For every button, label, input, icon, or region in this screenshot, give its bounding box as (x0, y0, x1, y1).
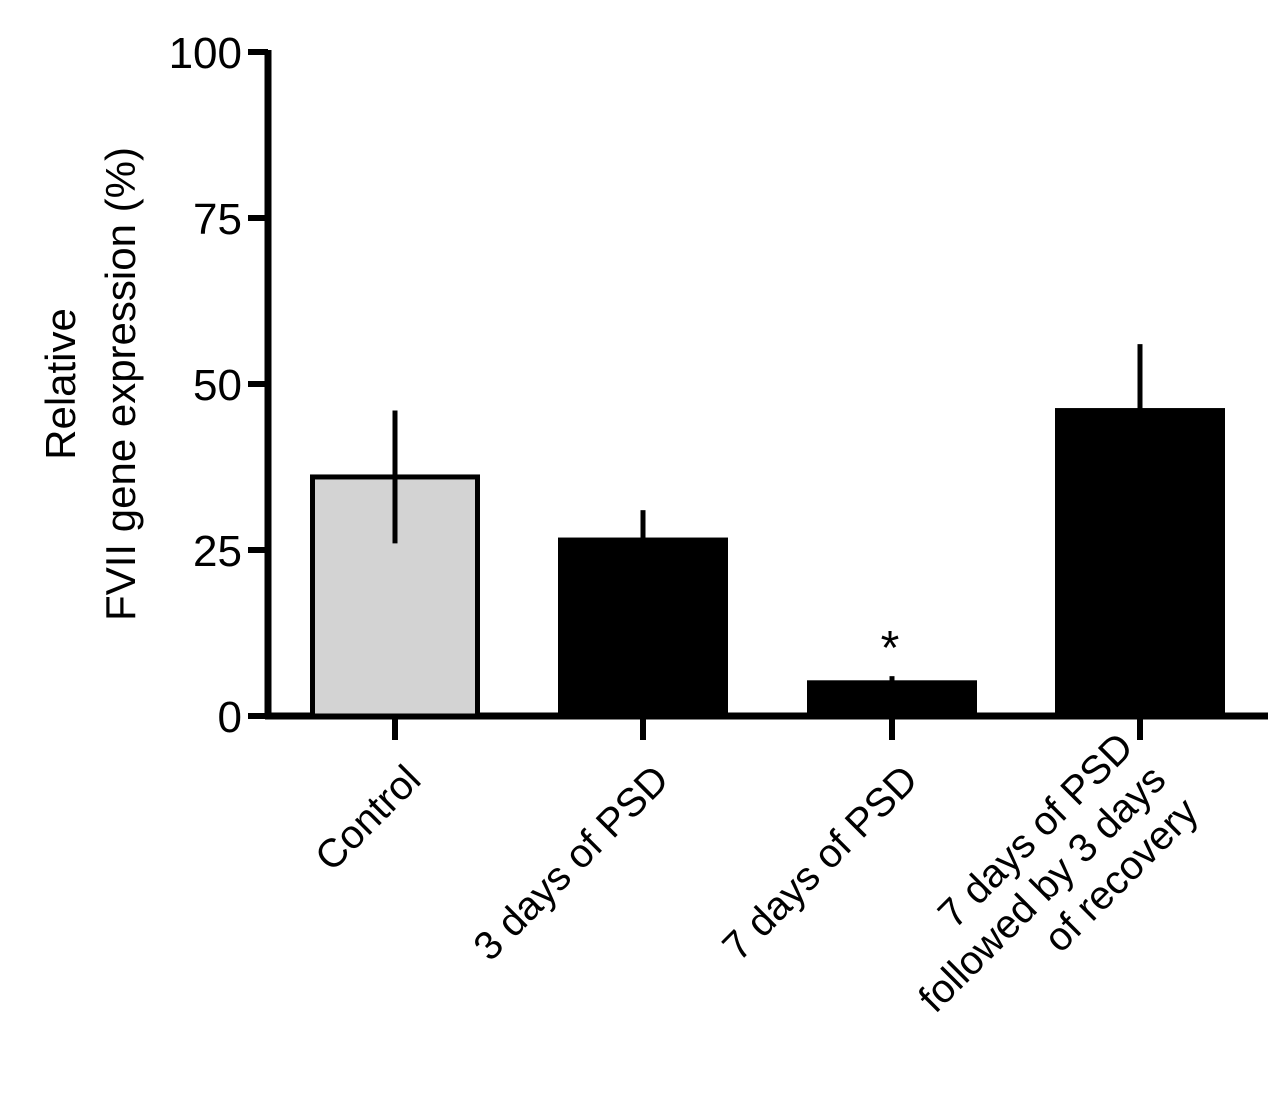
y-tick-label-25: 25 (193, 527, 242, 576)
x-tick-label-line: Control (307, 757, 429, 879)
bar-2 (807, 680, 977, 719)
x-tick-label-line: 3 days of PSD (465, 757, 677, 969)
x-axis-ticks: Control 3 days of PSD 7 days of PSD 7 days … (307, 716, 1207, 1021)
y-axis-title-line: Relative (37, 308, 84, 460)
y-tick-label-0: 0 (218, 693, 242, 742)
y-axis-title: Relative FVII gene expression (%) (37, 147, 144, 621)
annotations: * (881, 622, 900, 675)
y-axis-title-line: FVII gene expression (%) (97, 147, 144, 621)
x-tick-label-1: 3 days of PSD (465, 757, 677, 969)
y-tick-label-100: 100 (169, 29, 242, 78)
bars (310, 408, 1225, 719)
y-tick-label-75: 75 (193, 195, 242, 244)
x-tick-label-2: 7 days of PSD (714, 757, 926, 969)
y-axis-ticks: 0 25 50 75 100 (169, 29, 268, 742)
error-bars (392, 344, 1143, 683)
bar-1 (558, 537, 728, 719)
x-tick-label-line: 7 days of PSD (714, 757, 926, 969)
x-tick-label-0: Control (307, 757, 429, 879)
y-tick-label-50: 50 (193, 361, 242, 410)
bar-3 (1055, 408, 1225, 719)
significance-marker: * (881, 622, 900, 675)
